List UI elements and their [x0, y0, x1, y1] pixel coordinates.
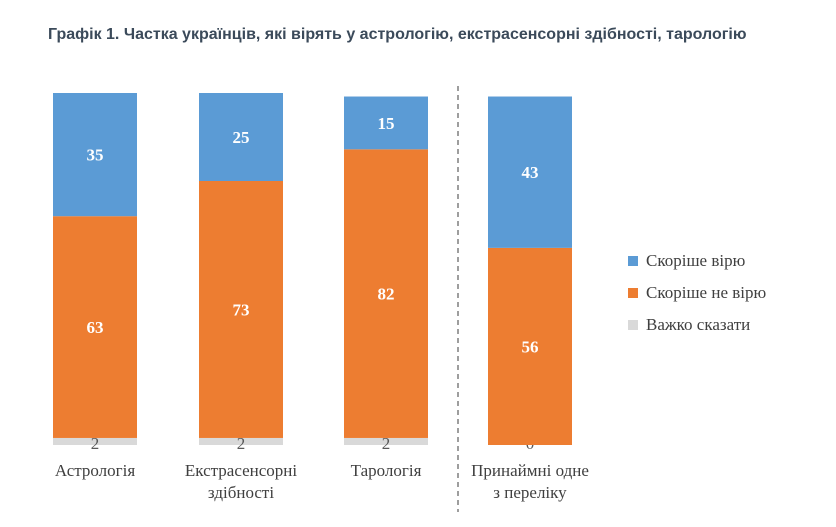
bar-hard-to-say	[53, 437, 137, 445]
data-label-believe: 43	[522, 163, 539, 182]
bar-not-believe	[199, 181, 283, 438]
chart-legend: Скоріше вірю Скоріше не вірю Важко сказа…	[628, 251, 767, 349]
legend-item-hard-to-say: Важко сказати	[628, 315, 766, 334]
bar-hard-to-say	[344, 437, 428, 445]
bar-hard-to-say	[199, 437, 283, 445]
bar-believe	[199, 93, 283, 181]
chart-title: Графік 1. Частка українців, які вірять у…	[48, 26, 747, 43]
data-label-believe: 15	[378, 114, 395, 133]
bar-not-believe	[488, 247, 572, 445]
data-label-hard-to-say: 2	[91, 434, 100, 453]
data-label-hard-to-say: 2	[382, 434, 391, 453]
data-label-believe: 35	[87, 146, 104, 165]
legend-swatch-not-believe	[628, 288, 638, 298]
data-label-hard-to-say: 2	[237, 434, 246, 453]
category-label: Тарологія	[351, 461, 422, 480]
bar-believe	[344, 96, 428, 150]
category-label: здібності	[208, 483, 274, 502]
legend-item-not-believe: Скоріше не вірю	[628, 283, 767, 302]
legend-label-believe: Скоріше вірю	[646, 251, 746, 270]
bar-believe	[488, 96, 572, 248]
legend-swatch-believe	[628, 256, 638, 266]
category-label: Екстрасенсорні	[185, 461, 297, 480]
category-label: Принаймні одне	[471, 461, 589, 480]
data-label-not-believe: 73	[233, 300, 250, 319]
bar-not-believe	[344, 149, 428, 438]
data-label-believe: 25	[233, 128, 250, 147]
bar-believe	[53, 93, 137, 217]
category-label: Астрологія	[55, 461, 135, 480]
category-label: з переліку	[493, 483, 567, 502]
legend-item-believe: Скоріше вірю	[628, 251, 766, 270]
legend-label-hard-to-say: Важко сказати	[646, 315, 751, 334]
legend-swatch-hard-to-say	[628, 320, 638, 330]
data-label-not-believe: 63	[87, 318, 104, 337]
legend-label-not-believe: Скоріше не вірю	[646, 283, 767, 302]
data-label-not-believe: 82	[378, 285, 395, 304]
data-label-not-believe: 56	[522, 337, 539, 356]
bar-not-believe	[53, 216, 137, 438]
